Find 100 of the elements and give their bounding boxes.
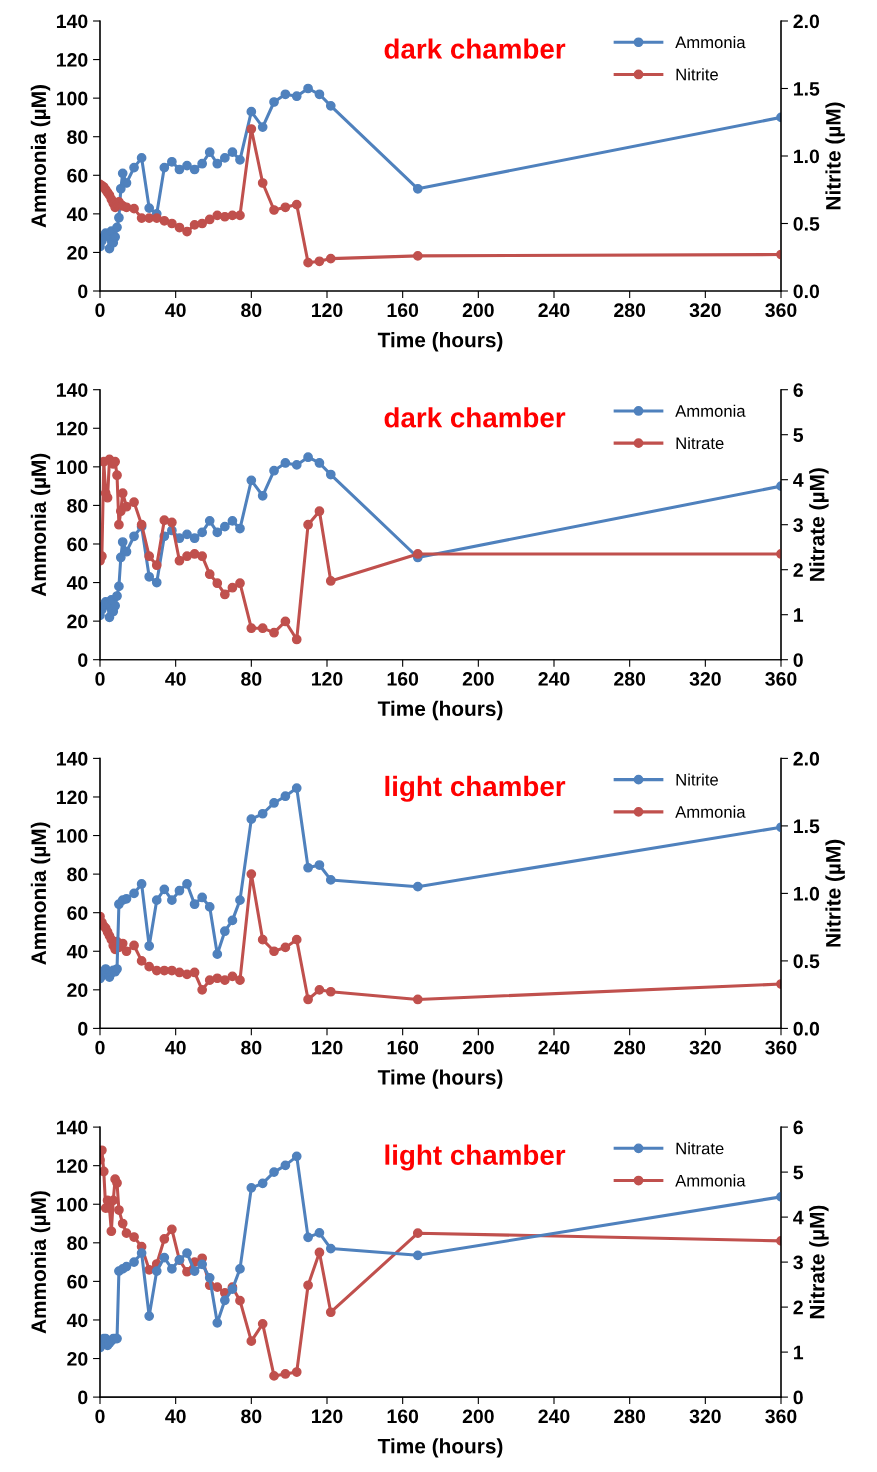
legend-label: Nitrite xyxy=(676,68,718,81)
y-axis-title: Ammonia (µM) xyxy=(30,822,51,965)
y-tick-label: 0 xyxy=(78,653,88,667)
y-tick-label: 140 xyxy=(56,14,88,29)
y-tick-label: 140 xyxy=(56,1120,88,1135)
x-tick-label: 360 xyxy=(765,1040,797,1055)
x-tick-label: 360 xyxy=(765,1409,797,1424)
x-tick-label: 40 xyxy=(165,672,186,686)
x-tick-label: 0 xyxy=(95,1040,105,1055)
y-tick-label: 0 xyxy=(78,1390,88,1405)
y2-tick-label: 4 xyxy=(793,473,804,487)
y2-tick-label: 6 xyxy=(793,1120,803,1135)
x-tick-label: 320 xyxy=(689,1409,721,1424)
y-tick-label: 60 xyxy=(67,1274,88,1289)
legend-label: Nitrate xyxy=(676,436,724,450)
x-axis-title: Time (hours) xyxy=(377,700,503,721)
x-tick-label: 160 xyxy=(387,1040,419,1055)
y-tick-label: 60 xyxy=(67,537,88,552)
chart-title: dark chamber xyxy=(384,38,566,59)
y2-tick-label: 3 xyxy=(793,1255,803,1270)
y-tick-label: 120 xyxy=(56,1159,88,1173)
y-tick-label: 80 xyxy=(67,130,88,144)
x-tick-label: 280 xyxy=(614,303,646,318)
x-tick-label: 280 xyxy=(614,672,646,686)
x-tick-label: 200 xyxy=(462,672,494,686)
x-tick-label: 240 xyxy=(538,1409,570,1424)
x-tick-label: 120 xyxy=(312,1040,343,1055)
y2-tick-label: 2.0 xyxy=(793,751,820,766)
y2-axis-title: Nitrite (µM) xyxy=(825,839,845,947)
y-axis-title: Ammonia (µM) xyxy=(30,1191,51,1334)
x-tick-label: 0 xyxy=(95,672,105,686)
x-tick-label: 160 xyxy=(387,1409,419,1424)
y-tick-label: 140 xyxy=(56,751,88,766)
x-tick-label: 320 xyxy=(689,1040,721,1055)
x-tick-label: 280 xyxy=(614,1409,646,1424)
y-tick-label: 20 xyxy=(67,614,88,629)
y-tick-label: 20 xyxy=(67,983,88,998)
y-tick-label: 20 xyxy=(67,1352,88,1366)
y2-tick-label: 0 xyxy=(793,1390,803,1405)
y2-tick-label: 1.5 xyxy=(794,82,820,96)
y2-axis-title: Nitrate (µM) xyxy=(809,1205,829,1319)
y-tick-label: 40 xyxy=(66,207,88,222)
legend-label: Ammonia xyxy=(675,805,746,818)
y2-tick-label: 2 xyxy=(793,563,803,577)
x-axis-title: Time (hours) xyxy=(377,332,503,352)
x-tick-label: 40 xyxy=(165,1040,186,1055)
y2-tick-label: 0.5 xyxy=(793,954,820,969)
y2-tick-label: 0.0 xyxy=(793,284,820,299)
chart-title: dark chamber xyxy=(384,407,566,428)
x-tick-label: 200 xyxy=(462,1409,494,1424)
y2-tick-label: 3 xyxy=(793,518,803,532)
y2-tick-label: 1 xyxy=(794,608,804,622)
y-tick-label: 40 xyxy=(66,1313,88,1328)
y2-axis-title: Nitrite (µM) xyxy=(825,102,845,210)
y2-axis-title: Nitrate (µM) xyxy=(809,468,829,581)
x-tick-label: 80 xyxy=(241,672,262,686)
y2-tick-label: 6 xyxy=(793,383,803,397)
x-tick-label: 0 xyxy=(95,1409,105,1424)
x-tick-label: 200 xyxy=(462,303,494,318)
y-tick-label: 40 xyxy=(66,576,88,590)
x-tick-label: 80 xyxy=(241,1040,262,1055)
x-tick-label: 80 xyxy=(241,1409,262,1424)
y-tick-label: 100 xyxy=(56,829,88,843)
legend-label: Ammonia xyxy=(675,404,746,417)
y-axis-title: Ammonia (µM) xyxy=(30,453,51,597)
text: light chamber xyxy=(385,775,566,802)
x-tick-label: 120 xyxy=(312,1409,343,1424)
x-tick-label: 240 xyxy=(538,1040,570,1055)
y-tick-label: 80 xyxy=(67,867,88,882)
legend-label: Ammonia xyxy=(675,1174,746,1187)
y-tick-label: 120 xyxy=(56,421,88,436)
x-axis-title: Time (hours) xyxy=(377,1069,503,1089)
y2-tick-label: 5 xyxy=(793,428,804,442)
y-tick-label: 100 xyxy=(56,1197,88,1212)
y2-tick-label: 0.5 xyxy=(793,216,820,231)
x-tick-label: 320 xyxy=(689,303,721,318)
legend-label: Nitrate xyxy=(676,1142,724,1155)
y-tick-label: 80 xyxy=(67,498,88,513)
legend-label: Nitrite xyxy=(676,773,718,786)
y2-tick-label: 2.0 xyxy=(793,14,820,29)
x-axis-title: Time (hours) xyxy=(377,1438,503,1458)
legend-label: Ammonia xyxy=(675,36,746,49)
y-tick-label: 100 xyxy=(56,91,88,106)
x-tick-label: 200 xyxy=(462,1040,494,1055)
y2-tick-label: 0 xyxy=(793,653,803,667)
x-tick-label: 160 xyxy=(387,672,419,686)
x-tick-label: 160 xyxy=(387,303,419,318)
x-tick-label: 40 xyxy=(165,303,186,318)
x-tick-label: 0 xyxy=(95,303,105,318)
x-tick-label: 360 xyxy=(765,672,797,686)
y-tick-label: 60 xyxy=(67,168,88,183)
x-tick-label: 320 xyxy=(689,672,721,686)
x-tick-label: 120 xyxy=(312,303,343,318)
y-tick-label: 120 xyxy=(56,53,88,67)
y2-tick-label: 5 xyxy=(793,1165,804,1180)
y-tick-label: 60 xyxy=(67,906,88,920)
y2-tick-label: 1.0 xyxy=(794,149,820,164)
y2-tick-label: 1.0 xyxy=(794,886,820,901)
y-tick-label: 0 xyxy=(78,1021,88,1036)
y2-tick-label: 1.5 xyxy=(794,819,820,834)
